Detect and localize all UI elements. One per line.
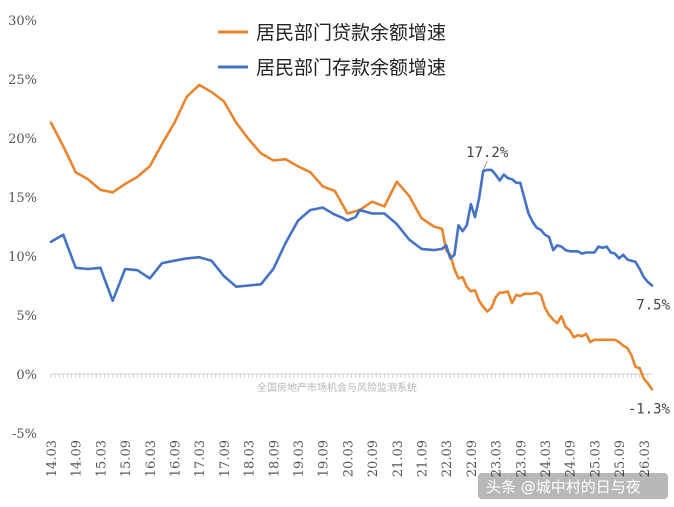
y-tick-label: 0% — [16, 368, 37, 383]
x-tick-label: 20.09 — [366, 440, 381, 477]
x-tick-label: 16.09 — [168, 440, 183, 477]
legend-label-deposit: 居民部门存款余额增速 — [256, 57, 446, 79]
series-lines — [49, 83, 654, 391]
x-tick-label: 18.03 — [243, 440, 258, 477]
legend: 居民部门贷款余额增速 居民部门存款余额增速 — [218, 22, 446, 79]
legend-label-loan: 居民部门贷款余额增速 — [256, 22, 446, 44]
annotations: 17.2% 7.5% -1.3% — [466, 145, 670, 417]
x-tick-label: 14.03 — [45, 440, 60, 477]
x-tick-label: 21.03 — [391, 440, 406, 477]
x-tick-label: 25.09 — [613, 440, 628, 477]
x-tick-label: 22.03 — [440, 440, 455, 477]
x-tick-label: 24.09 — [564, 440, 579, 477]
x-tick-label: 15.03 — [94, 440, 109, 477]
x-tick-label: 21.09 — [415, 440, 430, 477]
x-tick-label: 18.09 — [267, 440, 282, 477]
watermark: 全国房地产市场机会与风险监测系统 — [257, 381, 417, 394]
deposit-growth-line — [49, 168, 654, 303]
x-tick-label: 20.03 — [341, 440, 356, 477]
annotation-leader — [482, 160, 488, 171]
x-tick-label: 15.09 — [119, 440, 134, 477]
annotation-label: -1.3% — [628, 401, 671, 417]
x-tick-label: 17.09 — [218, 440, 233, 477]
x-tick-label: 26.03 — [638, 440, 653, 477]
y-tick-label: 30% — [8, 14, 37, 29]
x-tick-label: 14.09 — [70, 440, 85, 477]
x-tick-label: 19.03 — [292, 440, 307, 477]
y-tick-label: -5% — [12, 427, 37, 442]
y-tick-label: 10% — [8, 250, 37, 265]
x-tick-label: 17.03 — [193, 440, 208, 477]
y-axis: -5% 0% 5% 10% 15% 20% 25% 30% — [8, 14, 37, 442]
annotation-label: 17.2% — [466, 145, 509, 161]
y-tick-label: 20% — [8, 132, 37, 147]
x-tick-label: 23.03 — [490, 440, 505, 477]
annotation-label: 7.5% — [636, 298, 670, 314]
x-axis: 14.03 14.09 15.03 15.09 16.03 16.09 17.03 17.09… — [45, 373, 653, 477]
x-tick-label: 19.09 — [317, 440, 332, 477]
y-tick-label: 5% — [16, 309, 37, 324]
y-tick-label: 25% — [8, 73, 37, 88]
loan-growth-line — [49, 83, 654, 391]
x-tick-label: 23.09 — [514, 440, 529, 477]
brand-badge: 头条 @城中村的日与夜 — [478, 473, 668, 499]
brand-text: 头条 @城中村的日与夜 — [486, 478, 641, 496]
x-tick-label: 22.09 — [465, 440, 480, 477]
x-tick-label: 25.03 — [588, 440, 603, 477]
x-tick-label: 16.03 — [144, 440, 159, 477]
x-tick-label: 24.03 — [539, 440, 554, 477]
y-tick-label: 15% — [8, 191, 37, 206]
